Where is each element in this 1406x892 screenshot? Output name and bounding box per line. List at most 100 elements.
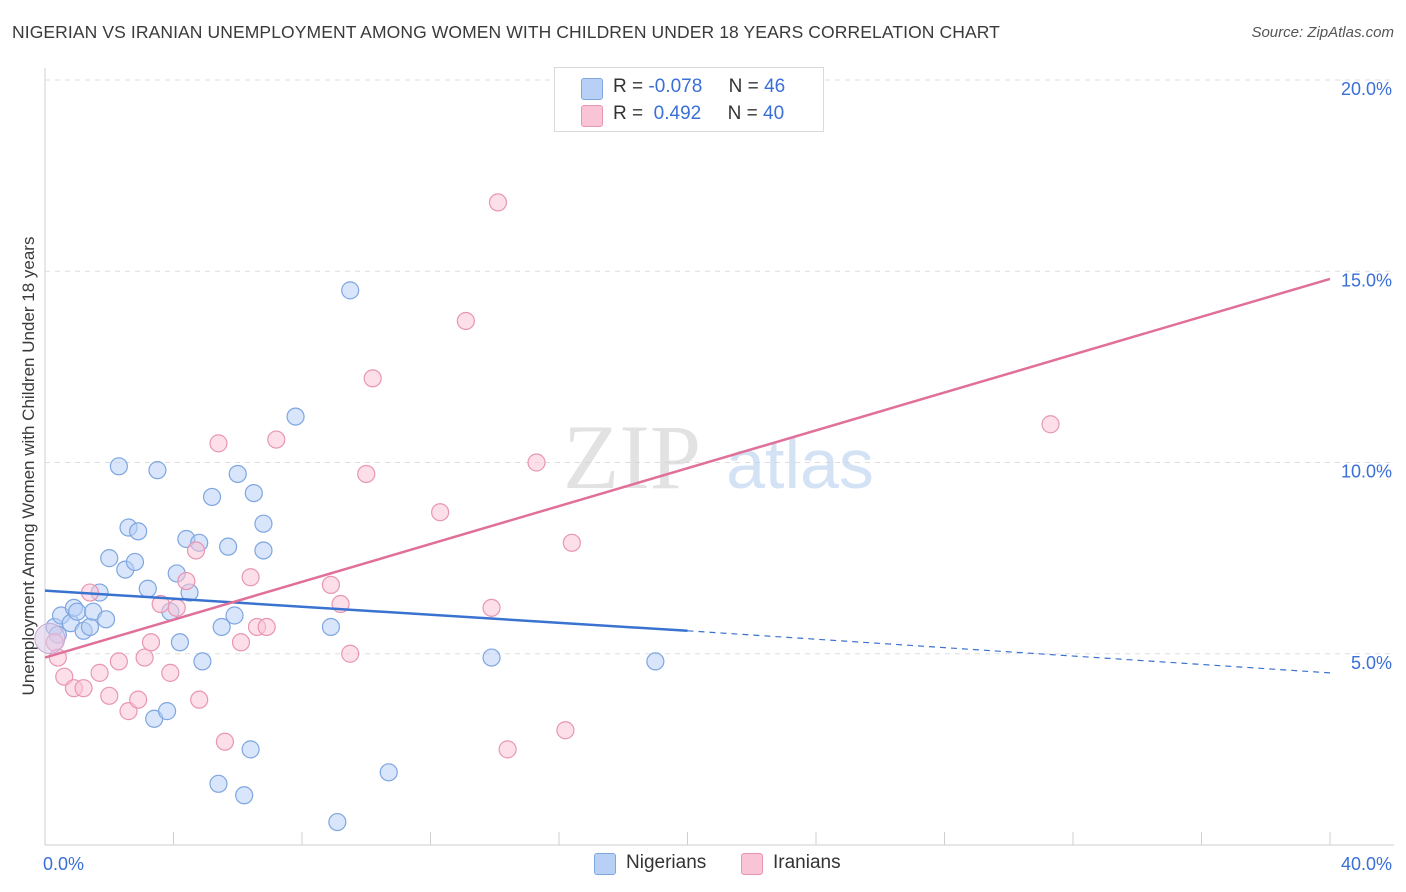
point-nigerians [138,579,157,598]
point-iranians [556,721,575,740]
point-iranians [177,571,196,591]
point-nigerians [125,552,145,572]
point-iranians [129,690,148,709]
point-iranians [74,679,93,698]
chart-title: NIGERIAN VS IRANIAN UNEMPLOYMENT AMONG W… [12,22,1000,42]
point-iranians [562,533,581,552]
trend-line-nigerians [44,589,688,633]
legend-swatch-iranians [581,105,603,127]
point-iranians [321,575,341,595]
point-nigerians [228,464,247,484]
point-nigerians [321,617,341,637]
series-iranians [34,193,1060,759]
point-nigerians [254,541,273,560]
point-iranians [357,464,376,484]
point-iranians [488,193,508,212]
point-iranians [231,633,251,652]
point-nigerians [80,617,100,637]
point-nigerians [96,610,116,629]
correlation-legend: R = -0.078 N = 46 R = 0.492 N = 40 [554,67,824,132]
point-nigerians [241,740,260,759]
point-iranians [109,652,128,671]
chart-source: Source: ZipAtlas.com [1251,24,1394,41]
bottom-legend-label-iranians: Iranians [773,852,841,873]
point-nigerians [379,763,398,782]
legend-r-value: -0.078 [648,76,703,97]
series-nigerians [45,281,665,832]
point-iranians [527,453,546,472]
point-nigerians [225,606,244,625]
point-iranians [257,617,276,637]
x-tick-label: 0.0% [43,854,84,874]
legend-n-label: N = [728,76,759,97]
gridlines [45,79,1394,655]
trend-line-nigerians-extension [687,630,1331,674]
point-nigerians [209,774,228,793]
point-iranians [141,633,161,652]
point-iranians [167,598,186,617]
point-nigerians [646,652,665,671]
point-nigerians [244,484,263,503]
watermark-atlas: atlas [726,425,874,503]
legend-swatch-nigerians [581,78,603,100]
point-nigerians [100,549,119,568]
y-tick-label: 10.0% [1341,462,1392,482]
point-iranians [186,541,206,560]
point-iranians [135,648,154,667]
point-iranians [498,740,517,759]
point-nigerians [202,487,222,507]
legend-n-label: N = [727,103,758,124]
bottom-legend-swatch-nigerians [594,853,616,875]
bottom-legend-swatch-iranians [741,853,763,875]
point-nigerians [212,617,231,637]
point-nigerians [129,522,148,541]
point-iranians [341,644,360,663]
legend-n-value: 40 [763,103,785,124]
point-nigerians [109,457,128,476]
point-iranians [1041,415,1060,434]
y-tick-label: 20.0% [1341,79,1392,99]
point-iranians [161,663,180,682]
x-tick-label: 40.0% [1341,854,1392,874]
point-iranians [363,369,382,388]
point-iranians [190,690,209,709]
trend-lines [44,277,1331,674]
point-iranians [267,430,286,449]
point-nigerians [254,514,273,533]
point-nigerians [170,633,190,652]
point-nigerians [193,652,212,671]
bottom-legend-iranians[interactable]: Iranians [741,851,871,877]
legend-r-label: R = [613,76,644,97]
watermark: ZIP atlas [563,406,874,508]
tick-labels: 5.0% 10.0% 15.0% 20.0% 0.0% 40.0% [43,79,1392,874]
y-tick-label: 15.0% [1341,270,1392,290]
point-iranians [100,686,119,705]
point-iranians [482,598,501,617]
point-iranians [90,663,109,682]
point-iranians [209,434,228,453]
point-nigerians [219,537,238,556]
point-nigerians [286,407,305,426]
axes [44,68,1394,846]
point-nigerians [482,648,501,667]
y-tick-label: 5.0% [1351,653,1392,673]
trend-line-iranians [44,277,1331,659]
bottom-legend-label-nigerians: Nigerians [626,852,707,873]
watermark-zip: ZIP [563,406,701,508]
point-nigerians [68,602,87,621]
legend-r-label: R = [613,103,644,124]
point-iranians [456,311,475,331]
point-nigerians [157,702,177,721]
bottom-legend-nigerians[interactable]: Nigerians [594,851,734,877]
point-iranians [215,732,234,751]
point-cluster [34,622,66,654]
point-iranians [241,568,260,587]
legend-n-value: 46 [764,76,786,97]
point-nigerians [328,812,347,832]
point-nigerians [235,786,254,805]
point-nigerians [148,461,167,480]
point-iranians [431,503,450,522]
legend-r-value: 0.492 [648,103,702,124]
point-nigerians [341,281,360,300]
